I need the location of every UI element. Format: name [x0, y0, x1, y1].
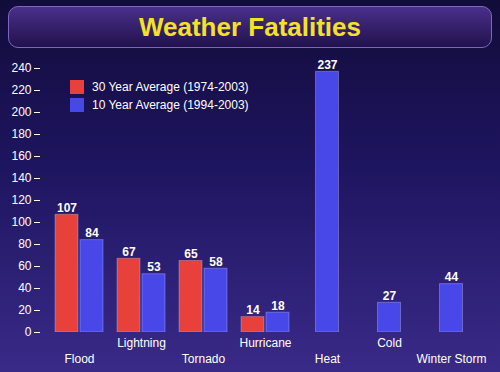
svg-text:100: 100: [11, 215, 31, 229]
svg-text:58: 58: [209, 255, 223, 269]
svg-text:140: 140: [11, 171, 31, 185]
svg-text:Hurricane: Hurricane: [239, 336, 291, 350]
svg-text:Heat: Heat: [315, 352, 341, 366]
svg-text:65: 65: [184, 247, 198, 261]
svg-text:237: 237: [317, 58, 337, 72]
svg-text:Lightning: Lightning: [117, 336, 166, 350]
svg-text:120: 120: [11, 193, 31, 207]
html-text:10 Year Average (1994-2003): 10 Year Average (1994-2003): [92, 98, 249, 112]
svg-text:Cold: Cold: [377, 336, 402, 350]
svg-text:67: 67: [122, 245, 136, 259]
svg-text:Winter Storm: Winter Storm: [416, 352, 486, 366]
svg-text:Flood: Flood: [64, 352, 94, 366]
svg-text:160: 160: [11, 149, 31, 163]
svg-text:200: 200: [11, 105, 31, 119]
html-text:Weather Fatalities: Weather Fatalities: [139, 11, 361, 42]
svg-text:Tornado: Tornado: [182, 352, 226, 366]
svg-text:84: 84: [85, 226, 99, 240]
svg-text:14: 14: [246, 303, 260, 317]
svg-text:44: 44: [445, 270, 459, 284]
svg-text:20: 20: [18, 303, 32, 317]
svg-text:0: 0: [25, 325, 32, 339]
svg-text:53: 53: [147, 260, 161, 274]
svg-text:40: 40: [18, 281, 32, 295]
svg-text:80: 80: [18, 237, 32, 251]
svg-text:18: 18: [271, 299, 285, 313]
svg-text:180: 180: [11, 127, 31, 141]
svg-text:220: 220: [11, 83, 31, 97]
html-text:30 Year Average (1974-2003): 30 Year Average (1974-2003): [92, 80, 249, 94]
svg-text:240: 240: [11, 61, 31, 75]
svg-text:107: 107: [57, 201, 77, 215]
svg-text:27: 27: [383, 289, 397, 303]
svg-text:60: 60: [18, 259, 32, 273]
